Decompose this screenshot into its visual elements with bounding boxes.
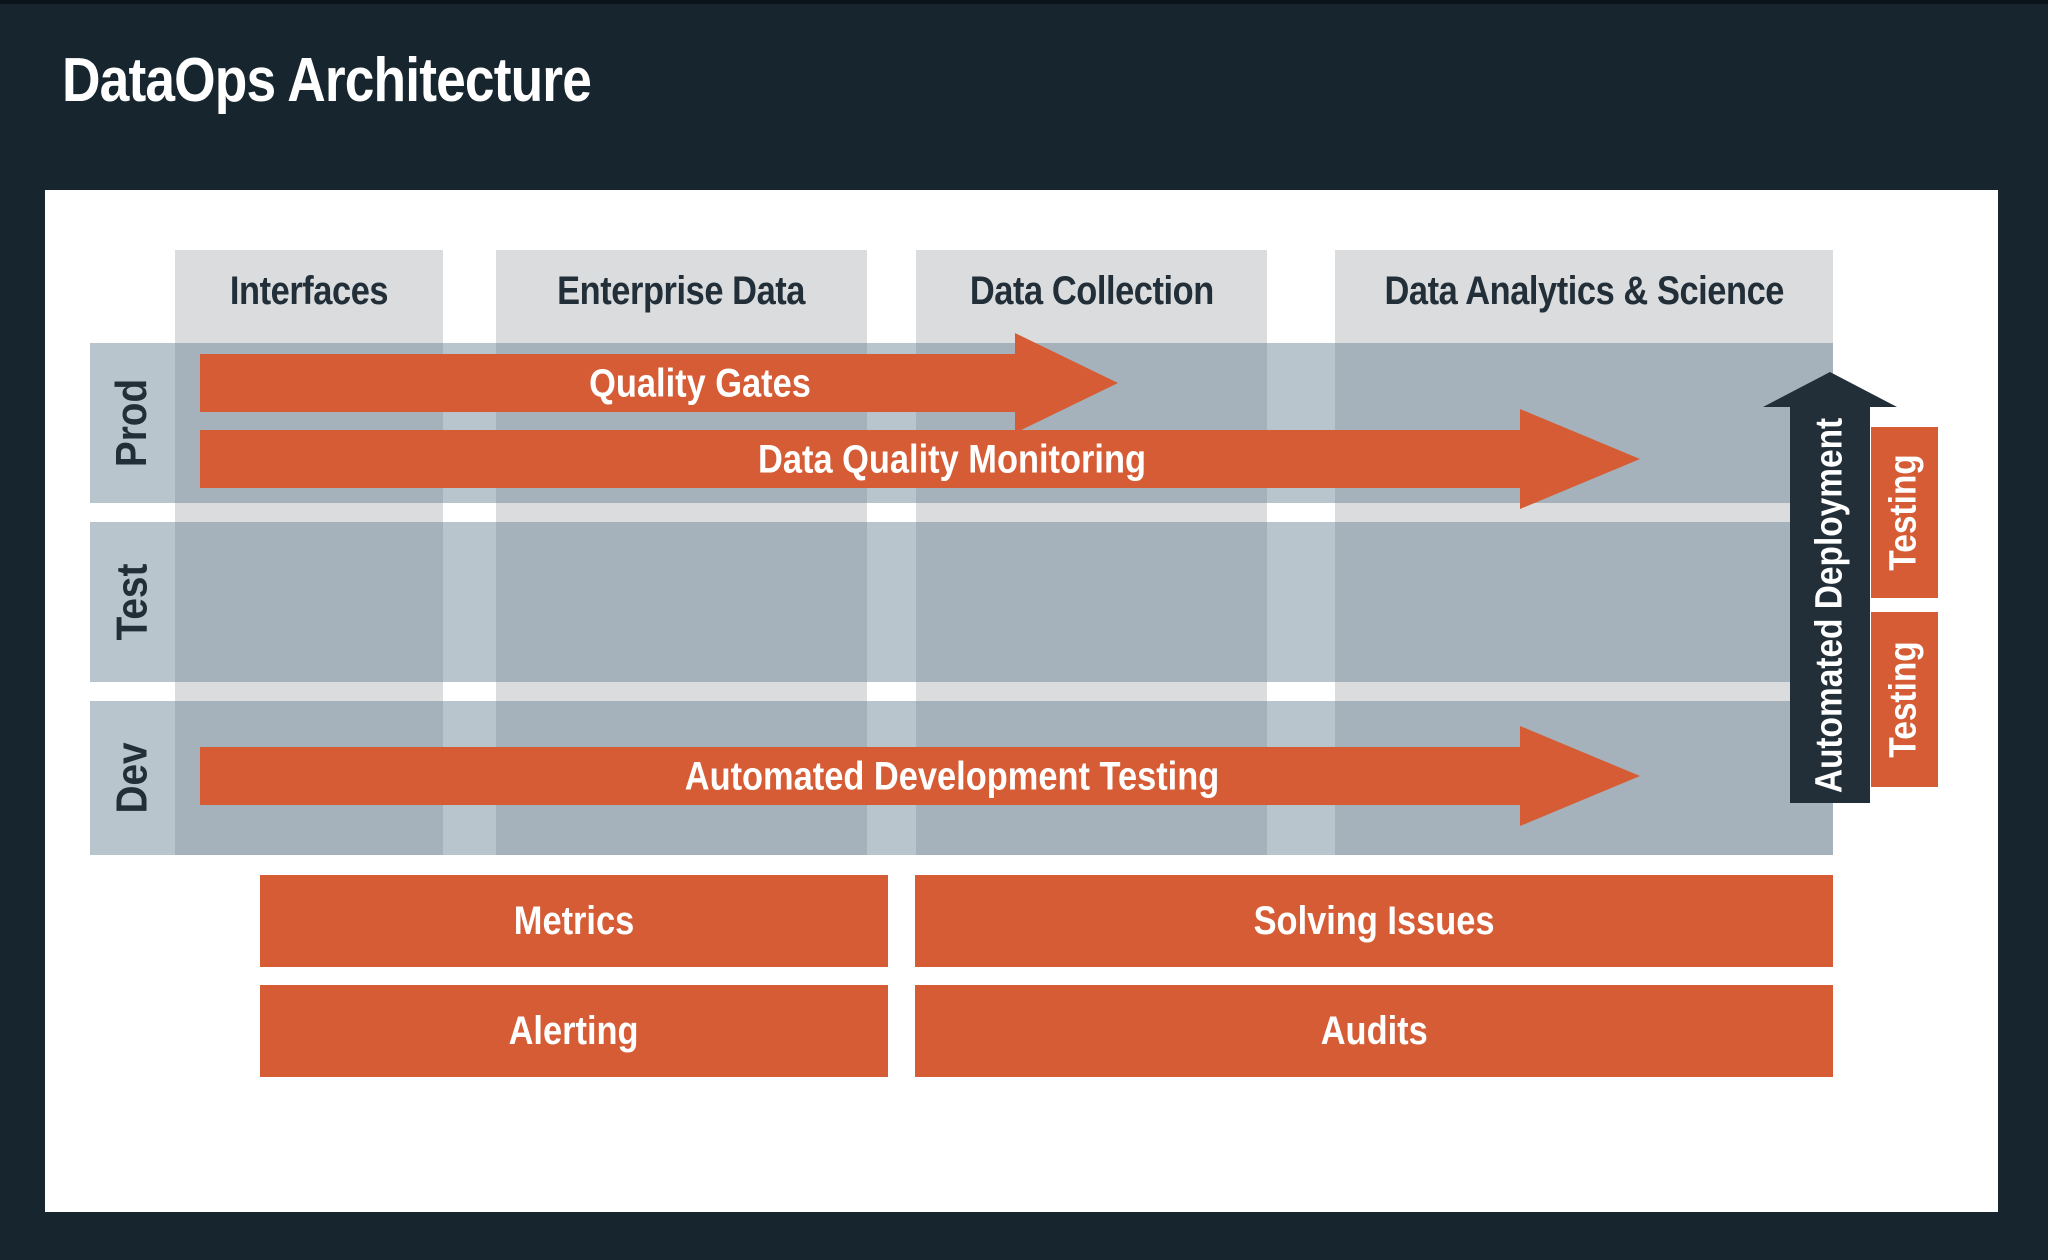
bar-audits: Audits — [915, 985, 1833, 1077]
row-test-label-zone: Test — [90, 522, 175, 682]
arrow-automated-development-testing-label: Automated Development Testing — [641, 753, 1263, 800]
page-title-text: DataOps Architecture — [62, 46, 592, 115]
arrow-data-quality-monitoring: Data Quality Monitoring — [200, 430, 1520, 488]
arrow-data-quality-monitoring-text: Data Quality Monitoring — [758, 437, 1146, 482]
testing-box-top-label: Testing — [1883, 454, 1926, 571]
row-test: Test — [90, 522, 1833, 682]
diagram-panel: Interfaces Enterprise Data Data Collecti… — [45, 190, 1998, 1212]
bar-audits-label: Audits — [1320, 1008, 1428, 1053]
testing-box-top: Testing — [1871, 427, 1938, 598]
bar-solving-issues: Solving Issues — [915, 875, 1833, 967]
arrow-quality-gates-text: Quality Gates — [589, 361, 811, 406]
row-prod-label-zone: Prod — [90, 343, 175, 503]
column-header-data-collection: Data Collection — [916, 250, 1267, 332]
row-test-label: Test — [107, 563, 157, 641]
page-title: DataOps Architecture — [62, 50, 677, 112]
bar-alerting-label: Alerting — [509, 1008, 639, 1053]
column-header-data-analytics-science-label: Data Analytics & Science — [1384, 268, 1784, 313]
arrow-automated-deployment: Automated Deployment — [1790, 407, 1870, 803]
arrow-automated-deployment-label: Automated Deployment — [1808, 417, 1851, 793]
testing-box-bottom: Testing — [1871, 612, 1938, 787]
arrow-quality-gates: Quality Gates — [200, 354, 1015, 412]
arrow-data-quality-monitoring-head — [1520, 409, 1640, 509]
arrow-quality-gates-head — [1015, 333, 1118, 433]
row-dev-label-zone: Dev — [90, 701, 175, 855]
arrow-quality-gates-label: Quality Gates — [571, 360, 829, 407]
column-header-interfaces: Interfaces — [175, 250, 443, 332]
column-header-interfaces-label: Interfaces — [229, 268, 389, 313]
column-header-enterprise-data-label: Enterprise Data — [557, 268, 806, 313]
column-header-enterprise-data: Enterprise Data — [496, 250, 867, 332]
testing-box-bottom-label: Testing — [1883, 641, 1926, 758]
column-header-data-analytics-science: Data Analytics & Science — [1335, 250, 1833, 332]
row-dev-label: Dev — [107, 742, 157, 814]
arrow-automated-development-testing-text: Automated Development Testing — [684, 754, 1220, 799]
arrow-automated-development-testing: Automated Development Testing — [200, 747, 1520, 805]
arrow-automated-development-testing-head — [1520, 726, 1640, 826]
row-prod-label: Prod — [107, 378, 157, 468]
bar-metrics-label: Metrics — [513, 898, 635, 943]
column-header-data-collection-label: Data Collection — [969, 268, 1214, 313]
arrow-data-quality-monitoring-label: Data Quality Monitoring — [726, 436, 1177, 483]
bar-alerting: Alerting — [260, 985, 888, 1077]
slide-top-edge — [0, 0, 2048, 4]
bar-solving-issues-label: Solving Issues — [1253, 898, 1495, 943]
arrow-automated-deployment-head — [1763, 372, 1897, 407]
bar-metrics: Metrics — [260, 875, 888, 967]
